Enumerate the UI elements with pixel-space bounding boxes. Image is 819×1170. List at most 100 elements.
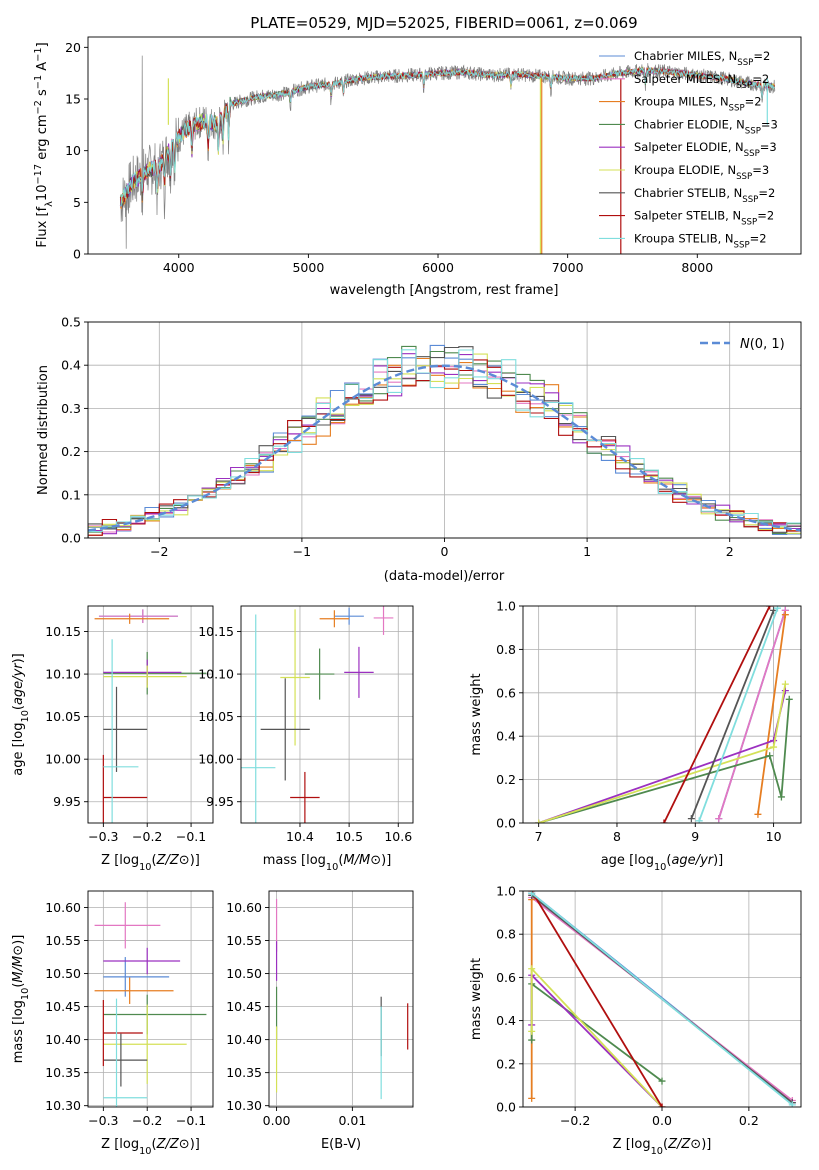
y-tick-label: 0.2 [496,772,516,787]
y-tick-label: 10.10 [198,667,234,682]
series-kroupa-stelib [528,891,796,1107]
y-tick-label: 10.35 [226,1065,262,1080]
y-tick-label: 10.00 [45,752,81,767]
x-tick-label: 0.0 [652,1113,672,1128]
errorbar-kroupa-elodie [103,665,187,688]
errorbar-kroupa-miles [94,613,170,624]
y-tick-label: 0.6 [496,970,516,985]
series-kroupa-elodie [535,680,789,823]
y-tick-label: 10.60 [45,900,81,915]
y-tick-label: 9.95 [53,794,81,809]
series-marker [658,1077,666,1085]
label-sup: −1 [33,75,44,89]
y-axis-label: age [log10(age/yr)] [11,653,31,776]
legend-ssp: =3 [760,140,777,154]
legend-name: Chabrier ELODIE, N [634,117,745,131]
errorbar-salpeter-miles [98,609,178,624]
series-marker [754,810,762,818]
legend-ssp: =2 [753,49,770,63]
label-sub: 10 [20,710,31,722]
legend-ssp: =3 [752,163,769,177]
axes: 4000 5000 6000 7000 8000 0 5 10 15 20 [65,36,802,275]
legend-name: Kroupa MILES, N [634,95,729,109]
panel-age-vs-mass: 10.4 10.5 10.6 9.95 10.00 10.05 10.10 10.15 [198,605,414,844]
y-tick-label: 0.4 [496,729,516,744]
y-tick-label: 10.10 [45,667,81,682]
x-tick-label: −2 [150,544,168,559]
legend-args: (0, 1) [750,337,785,352]
y-tick-label: 10.40 [226,1032,262,1047]
x-tick-label: 8000 [681,260,713,275]
x-tick-label: −0.2 [132,1113,162,1128]
y-tick-label: 10.00 [198,752,234,767]
label-part: Z [log [613,1137,651,1152]
y-tick-label: 10.60 [226,900,262,915]
series-line [690,609,775,820]
legend-sub: SSP [742,195,758,205]
y-tick-label: 10.50 [45,966,81,981]
label-part: 10 [35,185,50,202]
errorbar-salpeter-stelib [102,754,148,823]
label-part: )] [381,853,391,868]
x-tick-label: 0 [441,544,449,559]
legend-entry: Chabrier MILES, NSSP=2 [634,49,770,68]
legend-name: Chabrier MILES, N [634,49,737,63]
y-tick-label: 0.4 [61,358,81,373]
legend-entry: N(0, 1) [740,337,785,352]
x-axis-label: E(B-V) [321,1137,361,1152]
label-sup: −2 [33,100,44,114]
y-tick-label: 0.2 [496,1056,516,1071]
legend-sub: SSP [744,149,760,159]
series-line [663,606,771,823]
errorbar-kroupa-stelib [103,998,148,1107]
axes-frame [240,605,414,824]
label-part: mass [log [11,1000,26,1063]
label-part: )] [11,935,26,945]
label-italic: Z/Z⊙ [667,1137,701,1152]
x-tick-label: 9 [691,829,699,844]
x-tick-label: 8 [613,829,621,844]
errorbar-salpeter-miles [94,902,161,949]
series-line [698,607,779,822]
legend-ssp: =2 [758,186,775,200]
series-marker [528,1036,536,1044]
series-kroupa-miles [754,611,789,818]
plot-area [528,891,796,1107]
x-axis-label: (data-model)/error [384,569,505,584]
label-italic: Z/Z⊙ [156,1137,190,1152]
legend-name: N [740,337,750,352]
panel-age-vs-Z: −0.3 −0.2 −0.1 9.95 10.00 10.05 10.10 10.15 [45,605,214,844]
y-tick-label: 10.35 [45,1065,81,1080]
legend-ssp: =2 [757,209,774,223]
x-tick-label: −0.1 [176,829,206,844]
y-axis-label: mass weight [469,673,484,755]
y-tick-label: 10.30 [45,1098,81,1113]
series-marker [777,793,785,801]
errorbar-kroupa-miles [319,610,350,628]
series-line [757,614,787,815]
legend-name: Kroupa STELIB, N [634,231,734,245]
axes-frame [87,605,214,824]
y-tick-label: 1.0 [496,599,516,614]
plot-area [275,898,409,1100]
series-marker [528,965,536,973]
series-marker [535,819,543,823]
y-tick-label: 10.40 [45,1032,81,1047]
x-tick-label: 0.01 [338,1113,366,1128]
label-part: Z [log [101,1137,139,1152]
label-sub: 10 [651,1146,663,1157]
x-tick-label: −0.3 [88,829,118,844]
label-sub: 10 [139,1146,151,1157]
y-tick-label: 0.0 [61,531,81,546]
legend-entry: Salpeter MILES, NSSP=2 [634,72,769,91]
plot-area [535,606,793,823]
label-italic: M/M⊙ [343,853,381,868]
y-tick-label: 10.50 [226,966,262,981]
label-part: ( [152,1137,157,1152]
errorbar-chabrier-elodie [304,648,335,700]
series-line [538,699,791,823]
y-tick-label: 0.2 [61,444,81,459]
plot-area [94,902,207,1107]
y-tick-label: 10.45 [45,999,81,1014]
errorbar-kroupa-stelib [241,614,276,823]
